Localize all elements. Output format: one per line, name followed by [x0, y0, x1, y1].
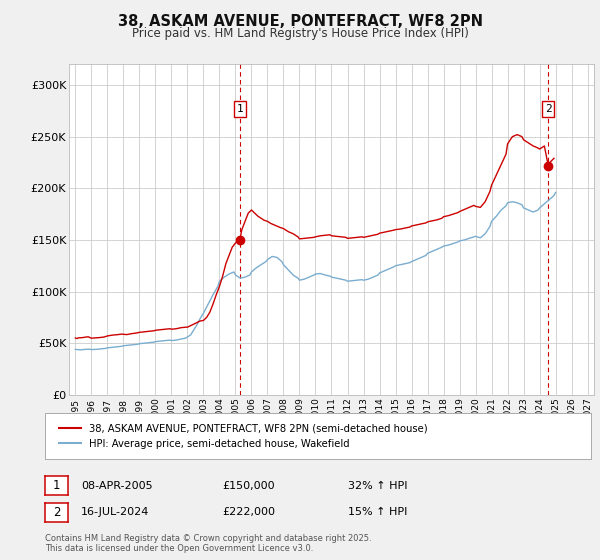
Text: Price paid vs. HM Land Registry's House Price Index (HPI): Price paid vs. HM Land Registry's House …	[131, 27, 469, 40]
Text: 1: 1	[53, 479, 60, 492]
Text: 15% ↑ HPI: 15% ↑ HPI	[348, 507, 407, 517]
Text: 16-JUL-2024: 16-JUL-2024	[81, 507, 149, 517]
Text: 32% ↑ HPI: 32% ↑ HPI	[348, 480, 407, 491]
Text: £222,000: £222,000	[222, 507, 275, 517]
Text: 08-APR-2005: 08-APR-2005	[81, 480, 152, 491]
Text: Contains HM Land Registry data © Crown copyright and database right 2025.
This d: Contains HM Land Registry data © Crown c…	[45, 534, 371, 553]
Text: 2: 2	[545, 104, 551, 114]
Text: 1: 1	[236, 104, 243, 114]
Legend: 38, ASKAM AVENUE, PONTEFRACT, WF8 2PN (semi-detached house), HPI: Average price,: 38, ASKAM AVENUE, PONTEFRACT, WF8 2PN (s…	[55, 419, 432, 453]
Text: £150,000: £150,000	[222, 480, 275, 491]
Text: 2: 2	[53, 506, 60, 519]
Text: 38, ASKAM AVENUE, PONTEFRACT, WF8 2PN: 38, ASKAM AVENUE, PONTEFRACT, WF8 2PN	[118, 14, 482, 29]
